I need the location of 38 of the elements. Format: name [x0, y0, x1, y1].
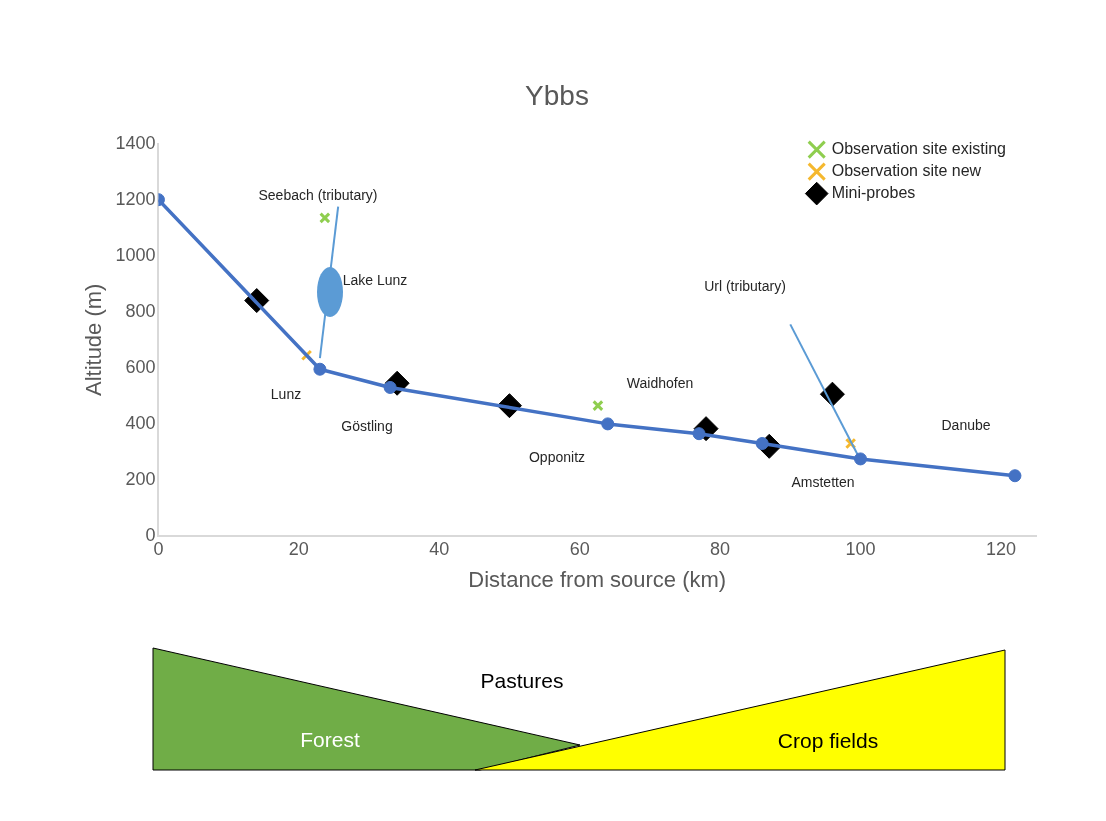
y-tick-label: 0: [145, 524, 156, 545]
x-tick-label: 100: [845, 538, 876, 559]
x-tick-label: 60: [569, 538, 590, 559]
legend-label: Mini-probes: [831, 184, 916, 202]
annotation: Opponitz: [528, 448, 586, 465]
point: [601, 417, 615, 431]
y-tick-label: 600: [125, 356, 156, 377]
annotation: Lake Lunz: [342, 271, 408, 288]
annotation: Göstling: [341, 417, 393, 434]
annotation: Danube: [941, 416, 991, 433]
annotation: Lunz: [270, 385, 302, 402]
annotation: Amstetten: [791, 473, 855, 490]
annotation: Seebach (tributary): [258, 186, 378, 203]
y-tick-label: 200: [125, 468, 156, 489]
x-tick-label: 20: [288, 538, 309, 559]
annotation: Url (tributary): [704, 277, 786, 294]
legend-label: Observation site existing: [831, 140, 1007, 158]
legend-label: Observation site new: [831, 162, 982, 180]
y-tick-label: 1400: [115, 132, 156, 153]
point: [592, 399, 604, 412]
y-tick-label: 1000: [115, 244, 156, 265]
y-axis-title: Altitude (m): [81, 283, 107, 397]
y-tick-label: 800: [125, 300, 156, 321]
x-tick-label: 120: [985, 538, 1016, 559]
x-tick-label: 80: [710, 538, 731, 559]
chart-title: Ybbs: [525, 79, 589, 111]
point: [853, 452, 867, 466]
x-tick-label: 40: [429, 538, 450, 559]
x-axis-title: Distance from source (km): [468, 566, 727, 592]
text: Crop fields: [777, 729, 879, 752]
point: [313, 362, 327, 376]
y-tick-label: 400: [125, 412, 156, 433]
text: Pastures: [480, 669, 564, 692]
point: [1008, 469, 1022, 483]
text: Forest: [300, 728, 360, 751]
y-tick-label: 1200: [115, 188, 156, 209]
point: [319, 212, 331, 224]
annotation: Waidhofen: [626, 374, 694, 391]
